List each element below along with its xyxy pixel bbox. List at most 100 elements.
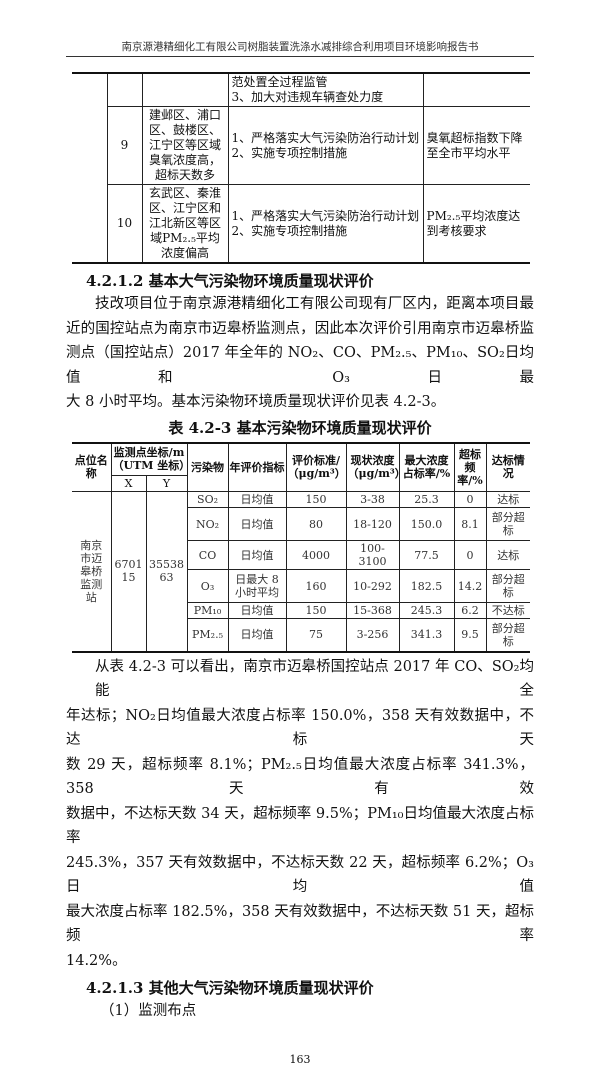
standard-cell: 150 [285,602,347,619]
pollutant-cell: O₃ [187,569,229,603]
conc-cell: 15-368 [345,602,400,619]
col-conc: 现状浓度（μg/m³） [345,442,406,492]
table-row: 10 玄武区、秦淮区、江宁区和江北新区等区域PM₂.₅平均浓度偏高 1、严格落实大气… [72,184,530,264]
maxratio-cell: 77.5 [398,540,455,570]
row-number: 9 [107,106,143,185]
table-row: O₃ 日最大 8 小时平均 160 10-292 182.5 14.2 部分超标 [72,569,531,603]
measure-item: 范处置全过程监管 [231,75,328,89]
maxratio-cell: 150.0 [398,507,455,541]
maxratio-cell: 25.3 [398,491,455,508]
col-standard: 评价标准/（μg/m³） [285,442,347,492]
status-cell: 达标 [485,540,531,570]
standard-cell: 160 [285,569,347,603]
col-coord: 监测点坐标/m（UTM 坐标） [110,442,190,476]
index-cell: 日最大 8 小时平均 [227,569,287,603]
table-caption: 表 4.2-3 基本污染物环境质量现状评价 [168,418,432,437]
area-cell: 建邺区、浦口区、鼓楼区、江宁区等区域臭氧浓度高，超标天数多 [141,106,229,185]
maxratio-cell: 341.3 [398,618,455,652]
standard-cell: 150 [285,491,347,508]
status-cell: 部分超标 [485,507,531,541]
row-number [106,73,143,107]
text-line: 近的国控站点为南京市迈皋桥监测点，因此本次评价引用南京市迈皋桥监 [66,320,534,337]
status-cell: 部分超标 [485,569,531,603]
paragraph-1: 技改项目位于南京源港精细化工有限公司现有厂区内，距离本项目最近的国控站点为南京市… [66,292,534,415]
conc-cell: 3-256 [345,618,400,652]
exceed-cell: 0 [453,491,487,508]
table-row: 9 建邺区、浦口区、鼓楼区、江宁区等区域臭氧浓度高，超标天数多 1、严格落实大气污染… [72,106,530,185]
exceed-cell: 9.5 [453,618,487,652]
action-table: 范处置全过程监管 3、加大对违规车辆查处力度 9 建邺区、浦口区、鼓楼区、江宁区等区域… [72,72,530,264]
col-y: Y [145,475,188,492]
maxratio-cell: 182.5 [398,569,455,603]
col-pollutant: 污染物 [186,442,229,492]
row-number: 10 [107,184,143,264]
table-row: 南京市迈皋桥监测站 670115 3553863 SO₂ 日均值 150 3-38 25.3 0… [72,491,531,652]
area-cell [141,73,229,107]
col-site: 点位名称 [72,442,112,492]
pollutant-cell: NO₂ [187,507,229,541]
exceed-cell: 14.2 [453,569,487,603]
index-cell: 日均值 [227,602,287,619]
text-line: 14.2%。 [66,952,127,969]
text-line: 从表 4.2-3 可以看出，南京市迈皋桥国控站点 2017 年 CO、SO₂均能… [95,658,534,700]
pollutant-cell: CO [187,540,229,570]
col-maxratio: 最大浓度占标率/% [398,442,455,492]
text-line: 大 8 小时平均。基本污染物环境质量现状评价见表 4.2-3。 [66,394,446,410]
conc-cell: 3-38 [345,491,400,508]
text-line: 技改项目位于南京源港精细化工有限公司现有厂区内，距离本项目最 [95,296,534,312]
section-heading: 4.2.1.2 基本大气污染物环境质量现状评价 [86,272,374,290]
y-cell: 3553863 [145,491,188,652]
x-cell: 670115 [110,491,147,652]
measure-item: 1、严格落实大气污染防治行动计划 [231,208,420,223]
status-cell: 不达标 [485,602,531,619]
running-header: 南京源港精细化工有限公司树脂装置洗涤水减排综合利用项目环境影响报告书 [121,41,479,53]
text-line: 最大浓度占标率 182.5%，358 天有效数据中，不达标天数 51 天，超标频… [66,903,534,945]
conc-cell: 100-3100 [345,540,400,570]
blank-cell [72,73,108,264]
pollutant-cell: PM₂.₅ [187,618,229,652]
index-cell: 日均值 [227,618,287,652]
col-x: X [111,475,147,492]
standard-cell: 80 [285,507,347,541]
col-exceed: 超标频率/% [453,442,487,492]
exceed-cell: 8.1 [453,507,487,541]
col-status: 达标情况 [485,442,531,492]
pollutant-cell: SO₂ [186,491,229,508]
measure-item: 2、实施专项控制措施 [231,223,348,238]
text-line: 数据中，不达标天数 34 天，超标频率 9.5%；PM₁₀日均值最大浓度占标率 [66,805,534,847]
exceed-cell: 0 [453,540,487,570]
maxratio-cell: 245.3 [398,602,455,619]
pollutant-cell: PM₁₀ [187,602,229,619]
standard-cell: 4000 [285,540,347,570]
measure-item: 2、实施专项控制措施 [231,145,348,160]
status-cell: 部分超标 [485,618,531,652]
conc-cell: 10-292 [345,569,400,603]
status-cell: 达标 [485,491,531,508]
target-cell [422,73,530,107]
page-number: 163 [289,1053,311,1066]
area-cell: 玄武区、秦淮区、江宁区和江北新区等区域PM₂.₅平均浓度偏高 [141,184,229,264]
measures-cell: 1、严格落实大气污染防治行动计划 2、实施专项控制措施 [227,106,424,185]
text-line: 年达标；NO₂日均值最大浓度占标率 150.0%，358 天有效数据中，不达标天 [66,707,534,749]
exceed-cell: 6.2 [453,602,487,619]
table-row: 范处置全过程监管 3、加大对违规车辆查处力度 [72,73,530,264]
pollutant-table: 点位名称 监测点坐标/m（UTM 坐标） 污染物 年评价指标 评价标准/（μg/… [72,441,531,653]
conc-cell: 18-120 [345,507,400,541]
section-heading: 4.2.1.3 其他大气污染物环境质量现状评价 [86,979,374,997]
subheading: （1）监测布点 [100,1003,197,1019]
paragraph-2: 从表 4.2-3 可以看出，南京市迈皋桥国控站点 2017 年 CO、SO₂均能… [66,655,534,974]
table-row: PM₁₀ 日均值 150 15-368 245.3 6.2 不达标 [72,602,531,619]
text-line: 245.3%，357 天有效数据中，不达标天数 22 天，超标频率 6.2%；O… [66,854,534,896]
index-cell: 日均值 [227,540,287,570]
col-index: 年评价指标 [227,442,287,492]
measures-cell: 范处置全过程监管 3、加大对违规车辆查处力度 [227,73,424,107]
measures-cell: 1、严格落实大气污染防治行动计划 2、实施专项控制措施 [227,184,424,264]
text-line: 数 29 天，超标频率 8.1%；PM₂.₅日均值最大浓度占标率 341.3%，… [66,756,534,798]
target-cell: PM₂.₅平均浓度达到考核要求 [422,184,530,264]
text-line: 测点（国控站点）2017 年全年的 NO₂、CO、PM₂.₅、PM₁₀、SO₂日… [66,345,534,386]
standard-cell: 75 [285,618,347,652]
index-cell: 日均值 [227,491,287,508]
measure-item: 1、严格落实大气污染防治行动计划 [231,130,420,145]
measure-item: 3、加大对违规车辆查处力度 [231,90,384,104]
